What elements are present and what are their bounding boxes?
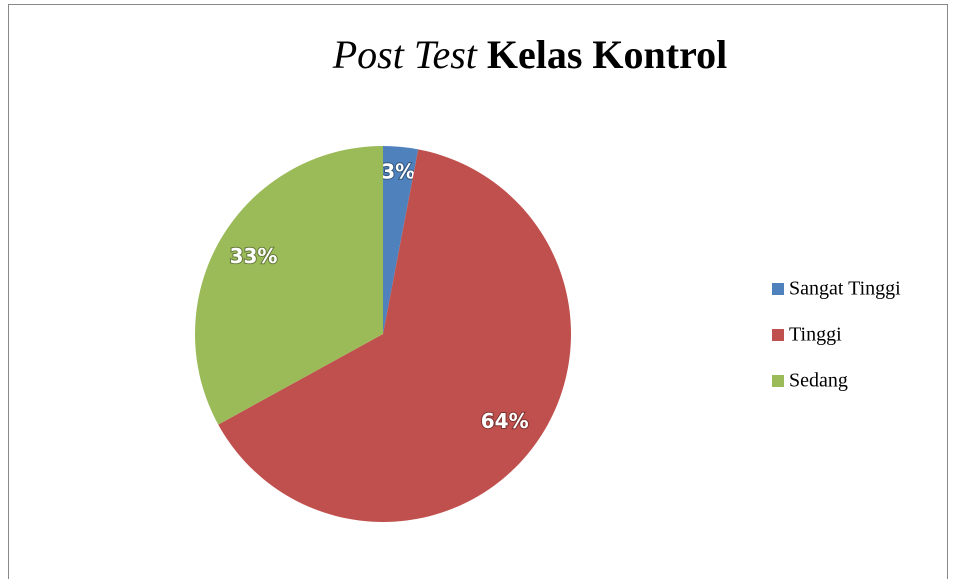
pie-slice <box>383 146 419 334</box>
data-label: 33% <box>230 244 278 268</box>
legend-swatch <box>772 375 784 387</box>
data-label: 3% <box>381 160 415 184</box>
title-bold: Kelas Kontrol <box>487 32 727 77</box>
legend-label: Tinggi <box>789 324 842 346</box>
data-label: 64% <box>481 409 529 433</box>
title-italic: Post Test <box>332 32 478 77</box>
chart-title: Post Test Kelas Kontrol <box>332 32 728 77</box>
legend-swatch <box>772 283 784 295</box>
legend-label: Sangat Tinggi <box>789 278 901 300</box>
legend-swatch <box>772 329 784 341</box>
pie-slice <box>218 149 571 522</box>
chart-frame <box>8 4 948 579</box>
pie-slice <box>194 145 383 425</box>
legend-label: Sedang <box>789 370 848 392</box>
